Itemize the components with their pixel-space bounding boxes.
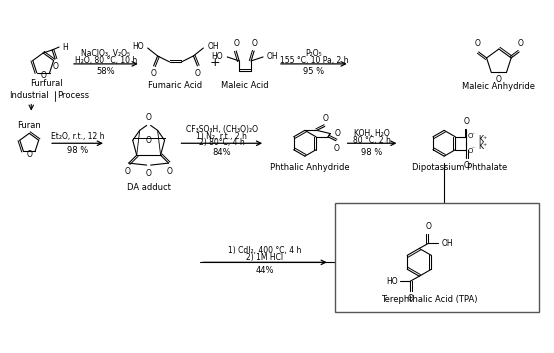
Text: OH: OH [267,53,279,61]
Text: O: O [323,114,329,124]
Text: O: O [40,71,46,80]
Text: O: O [125,167,131,176]
Text: OH: OH [441,239,453,248]
Text: 2) 1M HCl: 2) 1M HCl [247,253,284,262]
Text: NaClO₃, V₂O₅: NaClO₃, V₂O₅ [81,49,130,59]
Text: 58%: 58% [96,67,115,76]
Text: O: O [407,294,413,303]
Text: 98 %: 98 % [67,146,88,155]
Text: O: O [463,117,469,126]
Text: O: O [334,144,340,153]
Text: O: O [251,39,257,48]
Text: O: O [468,133,473,139]
Text: HO: HO [212,53,223,61]
Text: 2) 80°C, 4 h: 2) 80°C, 4 h [199,138,245,147]
Text: 44%: 44% [256,266,274,275]
Text: 95 %: 95 % [303,67,325,76]
Text: 80 °C, 2 h: 80 °C, 2 h [353,136,391,145]
Bar [335,203,538,312]
Text: O: O [335,129,340,138]
Text: O: O [194,69,201,78]
Text: O: O [167,167,172,176]
Text: Et₂O, r.t., 12 h: Et₂O, r.t., 12 h [51,132,104,141]
Text: O: O [52,62,58,71]
Text: O: O [146,169,152,178]
Text: Fumaric Acid: Fumaric Acid [148,81,203,90]
Text: ⁻: ⁻ [471,134,474,139]
Text: O: O [468,148,473,154]
Text: DA adduct: DA adduct [127,183,171,192]
Text: CF₃SO₃H, (CH₃O)₂O: CF₃SO₃H, (CH₃O)₂O [186,125,258,134]
Text: O: O [146,113,152,122]
Text: Phthalic Anhydride: Phthalic Anhydride [270,163,350,172]
Text: HO: HO [386,277,397,286]
Text: K⁺: K⁺ [478,135,488,144]
Text: ⁻: ⁻ [471,148,474,153]
Text: Maleic Anhydride: Maleic Anhydride [463,82,535,91]
Text: 155 °C, 10 Pa, 2 h: 155 °C, 10 Pa, 2 h [280,56,348,65]
Text: Industrial: Industrial [9,91,49,100]
Text: H₂O, 80 °C, 10 h: H₂O, 80 °C, 10 h [75,56,137,65]
Text: Furfural: Furfural [30,79,63,88]
Text: Terephthalic Acid (TPA): Terephthalic Acid (TPA) [381,295,478,304]
Text: Maleic Acid: Maleic Acid [222,81,269,90]
Text: O: O [146,136,152,145]
Text: Furan: Furan [17,121,41,130]
Text: O: O [463,161,469,170]
Text: O: O [425,222,431,231]
Text: KOH, H₂O: KOH, H₂O [354,129,390,138]
Text: 84%: 84% [213,148,231,157]
Text: O: O [496,75,502,84]
Text: +: + [210,56,220,70]
Text: 1) CdI₂, 400 °C, 4 h: 1) CdI₂, 400 °C, 4 h [228,246,302,255]
Text: 1) N₂, r.t., 2 h: 1) N₂, r.t., 2 h [196,132,247,141]
Text: K⁺: K⁺ [478,142,488,151]
Text: HO: HO [132,42,143,50]
Text: O: O [517,39,523,48]
Text: H: H [62,42,68,52]
Text: Process: Process [57,91,89,100]
Text: O: O [475,39,480,48]
Text: P₂O₅: P₂O₅ [305,49,322,59]
Text: O: O [233,39,239,48]
Text: Dipotassium Phthalate: Dipotassium Phthalate [412,163,507,172]
Text: 98 %: 98 % [361,148,383,157]
Text: OH: OH [207,42,219,50]
Text: O: O [151,69,157,78]
Text: O: O [26,150,32,159]
